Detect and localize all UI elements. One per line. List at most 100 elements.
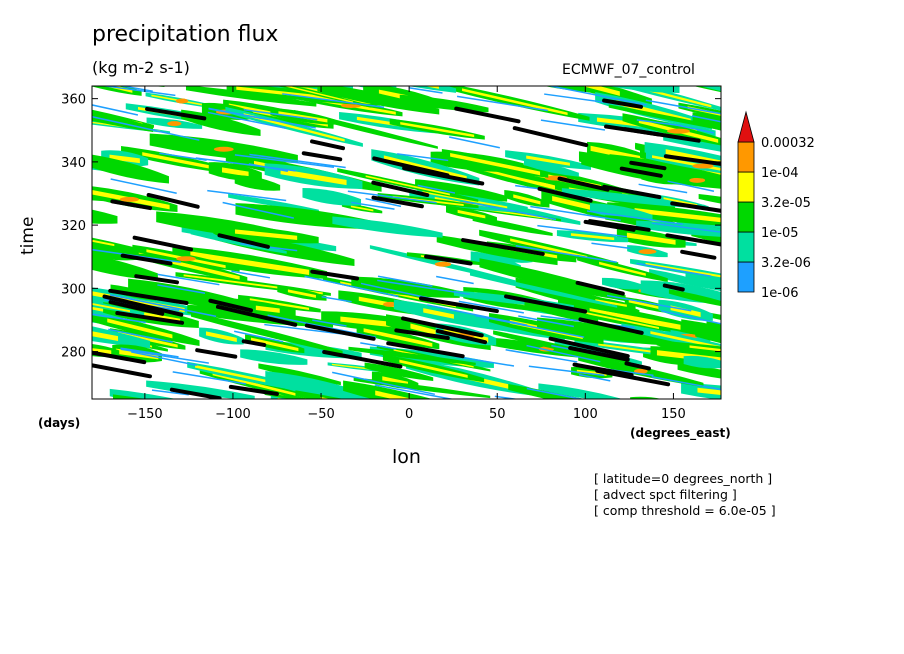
contour-band	[608, 86, 680, 94]
contour-edge	[360, 342, 397, 350]
x-tick-label: −150	[127, 407, 163, 422]
contour-edge	[586, 210, 683, 225]
contour-edge	[638, 183, 688, 194]
contour-peak	[692, 163, 714, 169]
contour-band	[469, 272, 618, 308]
colorbar-label: 1e-05	[761, 226, 799, 241]
threshold-segment	[310, 139, 346, 151]
contour-peak	[634, 368, 648, 374]
contour-band-core	[599, 261, 646, 276]
contour-band	[332, 216, 443, 238]
contour-edge	[606, 294, 692, 312]
contour-edge	[456, 95, 548, 112]
contour-band-core	[595, 299, 627, 307]
contour-band	[302, 187, 362, 206]
contour-edge	[426, 304, 528, 326]
colorbar-box	[737, 201, 755, 233]
threshold-segment	[217, 233, 270, 249]
colorbar-box	[737, 231, 755, 263]
chart-title: precipitation flux	[92, 22, 279, 47]
contour-peak	[689, 177, 706, 183]
contour-band	[683, 355, 721, 369]
threshold-segment	[115, 311, 185, 325]
contour-band	[601, 277, 643, 290]
contour-edge	[312, 319, 347, 327]
threshold-segment	[215, 304, 298, 327]
contour-band	[668, 289, 721, 307]
threshold-segment	[102, 294, 184, 317]
contour-edge	[249, 153, 346, 169]
contour-edge	[234, 330, 284, 343]
contour-edge	[436, 275, 474, 285]
contour-edge	[377, 279, 470, 295]
contour-edge	[110, 178, 177, 194]
contour-edge	[109, 294, 217, 318]
contour-edge	[537, 224, 627, 238]
contour-edge	[674, 123, 715, 134]
x-tick-label: −100	[215, 407, 251, 422]
contour-edge	[417, 184, 456, 194]
contour-peak	[68, 299, 85, 304]
contour-peak	[383, 301, 398, 307]
threshold-segment	[195, 348, 238, 359]
contour-edge	[120, 347, 179, 358]
contour-edge	[304, 275, 399, 298]
contour-edge	[222, 201, 295, 219]
contour-band	[291, 86, 318, 88]
threshold-segment	[512, 126, 589, 148]
threshold-segment	[578, 317, 644, 335]
contour-band-core	[142, 152, 211, 169]
threshold-segment	[629, 160, 667, 171]
contour-peak	[167, 121, 182, 127]
contour-edge	[332, 371, 435, 396]
contour-band-core	[205, 331, 237, 342]
contour-edge	[351, 201, 395, 210]
contour-band-core	[399, 359, 468, 378]
contour-edge	[248, 163, 288, 172]
threshold-segment	[665, 233, 721, 247]
contour-band	[113, 394, 146, 399]
plot-frame	[91, 85, 722, 400]
contour-band-core	[365, 175, 450, 196]
contour-band	[508, 383, 585, 399]
contour-edge	[645, 99, 721, 115]
contour-band-core	[697, 387, 721, 396]
contour-band	[228, 193, 319, 213]
contour-edge	[651, 222, 721, 233]
contour-band	[92, 195, 111, 202]
threshold-segment	[134, 274, 179, 285]
x-axis: −150 −100 −50 0 50 100 150	[127, 86, 686, 422]
threshold-segment	[169, 387, 222, 399]
threshold-segment	[568, 345, 630, 362]
contour-peak	[176, 256, 196, 262]
contour-band	[618, 86, 721, 111]
contour-edge	[159, 152, 207, 162]
threshold-segment	[322, 349, 403, 369]
contour-band	[698, 194, 721, 204]
contour-edge	[347, 190, 437, 204]
threshold-segment	[557, 176, 610, 192]
contour-band-core	[526, 155, 570, 166]
colorbar: 1e-06 3.2e-06 1e-05 3.2e-05 1e-04 0.00032	[737, 110, 815, 301]
contour-edge	[667, 180, 715, 192]
contour-band-core	[54, 243, 92, 258]
contour-band-core	[125, 77, 152, 84]
contour-edge	[374, 384, 453, 399]
contour-band-core	[107, 318, 173, 339]
x-tick-label: 50	[489, 407, 506, 422]
contour-band-core	[570, 233, 615, 241]
contour-edge	[321, 296, 352, 303]
threshold-segment	[110, 199, 153, 211]
contour-band	[353, 377, 491, 399]
threshold-segment	[310, 269, 360, 281]
contour-band	[234, 175, 281, 191]
contour-band-core	[320, 396, 331, 399]
y-tick-label: 360	[61, 93, 86, 108]
threshold-segment	[108, 300, 165, 316]
annotation-filtering: [ advect spct filtering ]	[594, 487, 737, 502]
contour-band	[190, 230, 287, 254]
contour-band-core	[457, 209, 486, 219]
colorbar-box	[737, 171, 755, 203]
threshold-segment	[108, 288, 189, 305]
contour-band-core	[250, 337, 299, 352]
